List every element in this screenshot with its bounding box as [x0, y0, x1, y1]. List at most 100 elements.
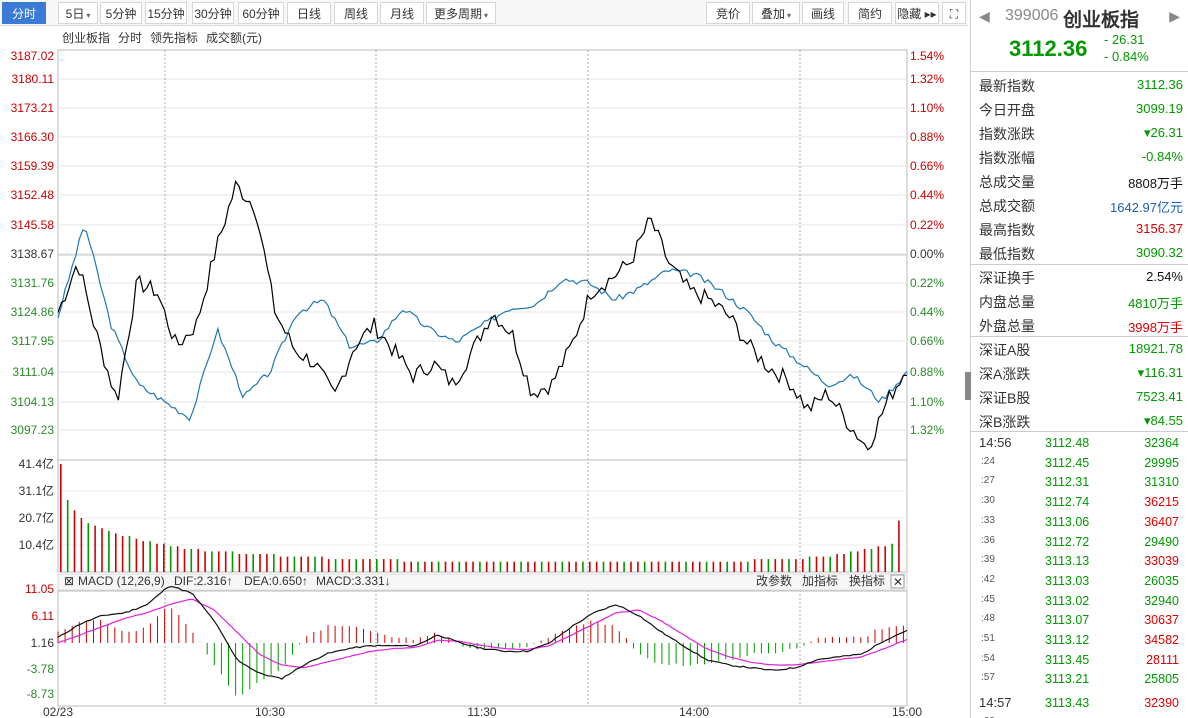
tick-row: :51 3113.12 34582 — [971, 631, 1188, 651]
tick-volume: 30637 — [1144, 613, 1179, 628]
tool-button-0[interactable]: 竞价 — [706, 2, 750, 24]
volume-bar — [451, 561, 454, 572]
period-tab-label: 更多周期 — [433, 7, 482, 21]
volume-bar — [300, 556, 302, 572]
period-tab-4[interactable]: 30分钟 — [192, 2, 234, 24]
tick-price: 3112.72 — [1045, 534, 1090, 549]
volume-bar — [630, 561, 632, 572]
quote-row-value: -0.84% — [1141, 149, 1183, 164]
volume-tick-label: 10.4亿 — [19, 537, 54, 552]
pct-tick-label: 0.44% — [910, 305, 944, 319]
price-tick-label: 3097.23 — [11, 423, 55, 437]
volume-bar — [595, 561, 598, 572]
tool-button-4[interactable]: 隐藏 ▸▸ — [895, 2, 939, 24]
volume-bar — [458, 561, 461, 572]
tick-row: :57 3113.21 25805 — [971, 670, 1188, 690]
period-tab-label: 15分钟 — [147, 7, 185, 21]
volume-bar — [499, 561, 502, 572]
tick-price: 3113.43 — [1045, 696, 1090, 711]
price-change: - 26.31 — [1104, 32, 1145, 47]
tick-price: 3113.34 — [1045, 716, 1089, 718]
volume-bar — [740, 561, 742, 572]
period-tab-label: 60分钟 — [242, 7, 280, 21]
quote-row-label: 深证A股 — [979, 342, 1031, 358]
volume-bar — [163, 543, 165, 572]
volume-bar — [513, 561, 515, 572]
volume-bar — [176, 546, 179, 572]
tick-row: :45 3113.02 32940 — [971, 592, 1188, 612]
prev-stock-icon[interactable]: ◀ — [979, 8, 990, 24]
tool-button-3[interactable]: 简约 — [848, 2, 892, 24]
macd-value-label: MACD:3.331↓ — [316, 574, 391, 588]
period-tab-2[interactable]: 5分钟 — [100, 2, 142, 24]
tick-volume: 25805 — [1144, 672, 1179, 687]
quote-row-label: 最低指数 — [979, 246, 1035, 262]
volume-bar — [850, 551, 852, 572]
volume-bar — [135, 538, 138, 572]
tick-row: 14:56 3112.48 32364 — [971, 434, 1188, 454]
macd-tick-label: 1.16 — [31, 636, 55, 650]
pct-tick-label: 0.88% — [910, 130, 944, 144]
quote-row: 深证A股 18921.78 — [971, 337, 1188, 361]
tick-price: 3113.03 — [1045, 573, 1090, 588]
tool-button-label: 简约 — [857, 7, 882, 21]
period-tab-6[interactable]: 日线 — [287, 2, 331, 24]
volume-bar — [142, 541, 144, 572]
macd-panel-frame — [57, 590, 908, 707]
volume-bar — [671, 561, 673, 572]
expand-icon[interactable]: ⛶ — [942, 2, 966, 24]
period-tab-1[interactable]: 5日 ▾ — [58, 2, 98, 24]
tick-volume: 28111 — [1146, 652, 1179, 667]
pct-tick-label: 0.44% — [910, 188, 944, 202]
quote-row-label: 指数涨幅 — [979, 150, 1035, 166]
caret-down-icon: ▾ — [484, 11, 489, 20]
period-tab-label: 5日 — [65, 7, 85, 21]
quote-row-label: 深证换手 — [979, 270, 1035, 286]
tick-volume: 36215 — [1144, 495, 1179, 510]
collapse-panel-handle[interactable] — [965, 372, 971, 400]
volume-bar — [822, 556, 825, 572]
volume-bar — [808, 556, 811, 572]
macd-action-0[interactable]: 改参数 — [756, 573, 792, 588]
volume-tick-label: 20.7亿 — [19, 510, 54, 525]
pct-tick-label: 1.32% — [910, 72, 944, 86]
tool-button-2[interactable]: 画线 — [802, 2, 844, 24]
tick-volume: 29490 — [1144, 534, 1179, 549]
macd-action-1[interactable]: 加指标 — [802, 573, 838, 588]
volume-bar — [589, 561, 591, 572]
period-tab-label: 30分钟 — [194, 7, 232, 21]
period-tab-3[interactable]: 15分钟 — [145, 2, 187, 24]
macd-close-glyph: ✕ — [893, 575, 903, 589]
period-tab-7[interactable]: 周线 — [334, 2, 378, 24]
volume-bar — [863, 548, 866, 572]
volume-bar — [396, 559, 399, 572]
tick-time: :48 — [981, 613, 995, 625]
period-tab-8[interactable]: 月线 — [380, 2, 424, 24]
period-tab-0[interactable]: 分时 — [2, 2, 46, 24]
quote-row-value: 4810万手 — [1128, 296, 1183, 311]
tick-volume: 26035 — [1144, 573, 1179, 588]
volume-bar — [87, 523, 90, 572]
macd-close-icon[interactable] — [890, 574, 905, 589]
period-tab-9[interactable]: 更多周期 ▾ — [426, 2, 496, 24]
volume-bar — [197, 548, 199, 572]
quote-row-value: ▾84.55 — [1143, 413, 1183, 428]
volume-bar — [204, 551, 206, 572]
volume-bar — [211, 551, 213, 572]
macd-action-2[interactable]: 换指标 — [849, 573, 885, 588]
tick-row: :30 3112.74 36215 — [971, 493, 1188, 513]
tool-button-1[interactable]: 叠加 ▾ — [752, 2, 800, 24]
next-stock-icon[interactable]: ▶ — [1169, 8, 1180, 24]
volume-bar — [795, 559, 797, 572]
tick-time: :36 — [981, 534, 995, 546]
quote-row-value: 7523.41 — [1136, 389, 1183, 404]
quote-panel: ◀ 399006 创业板指 ▶ 3112.36 - 26.31 - 0.84% … — [965, 0, 1188, 718]
volume-bar — [355, 559, 357, 572]
period-tab-5[interactable]: 60分钟 — [238, 2, 284, 24]
price-tick-label: 3166.30 — [11, 130, 55, 144]
volume-bar — [788, 559, 790, 572]
volume-bar — [108, 530, 110, 572]
quote-row: 深B涨跌 ▾84.55 — [971, 409, 1188, 433]
pct-tick-label: 1.10% — [910, 101, 944, 115]
volume-bar — [506, 561, 509, 572]
